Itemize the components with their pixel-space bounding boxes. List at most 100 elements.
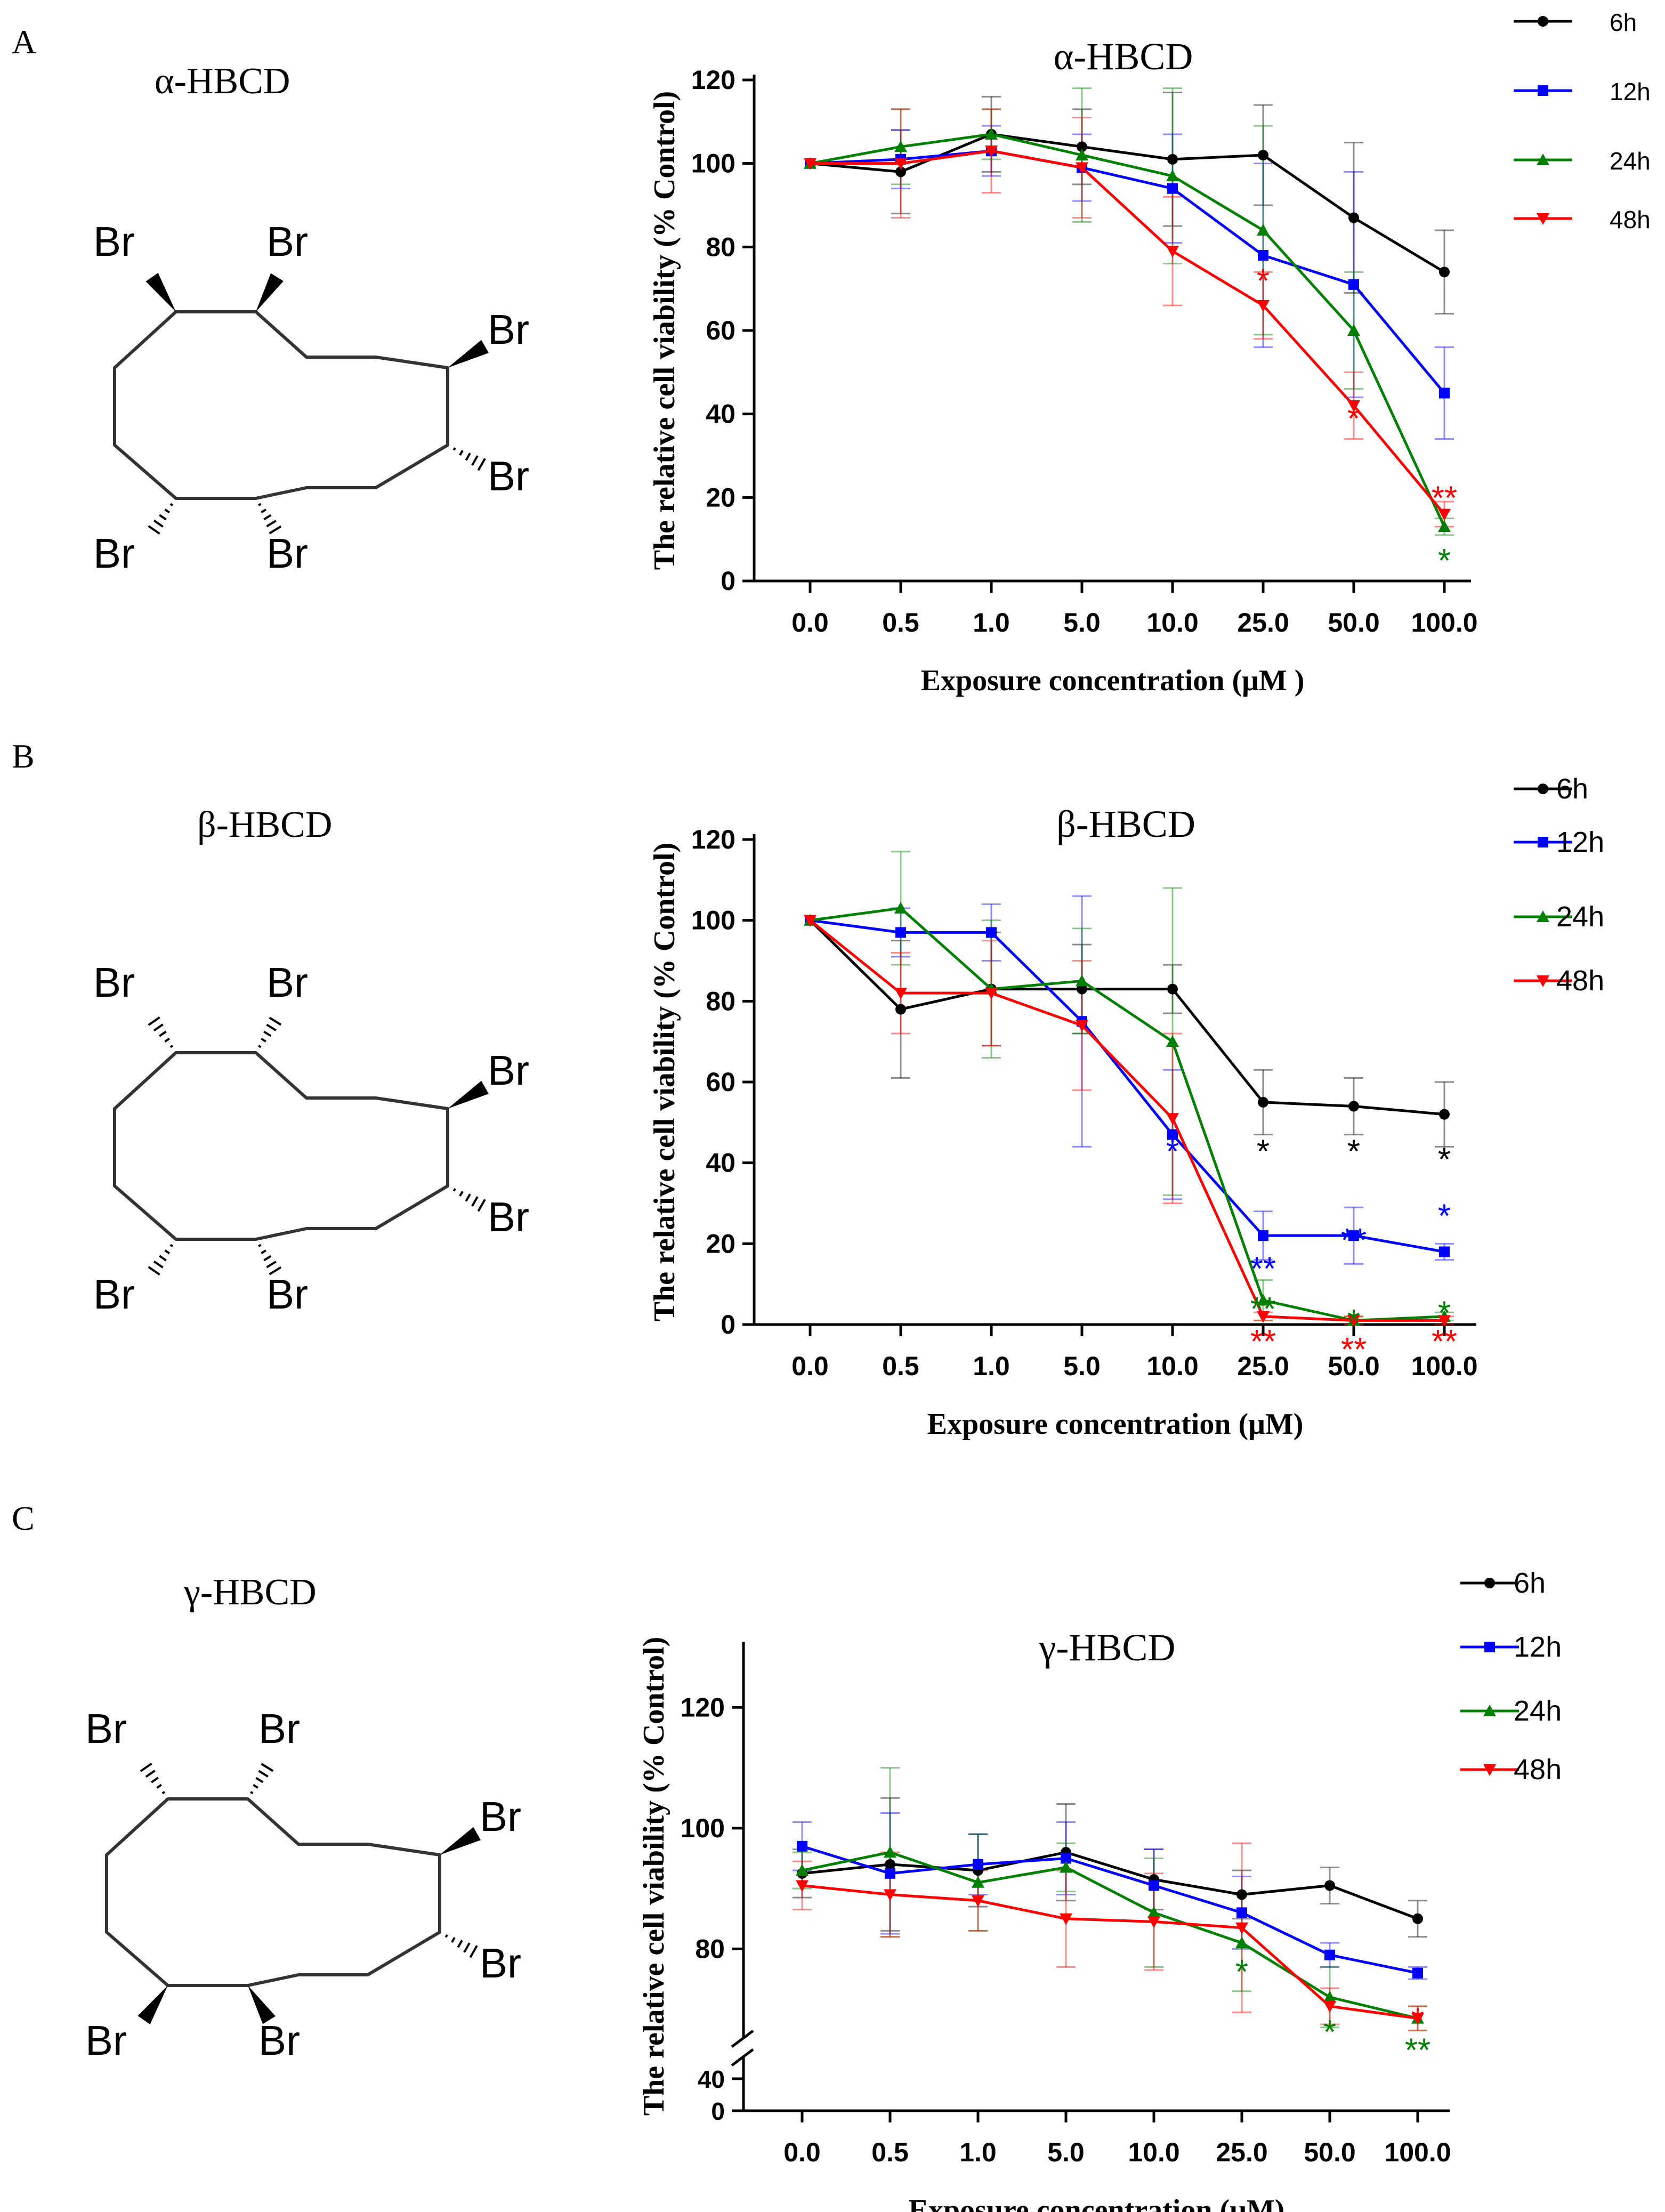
hash-bond (148, 1016, 160, 1026)
y-tick-label: 20 (706, 482, 735, 512)
wedge-bond (440, 1827, 481, 1855)
bromine-atom-label: Br (266, 530, 308, 577)
significance-marker: * (1257, 263, 1270, 300)
data-point-6h (1324, 1880, 1335, 1891)
legend-marker-48h (1537, 975, 1549, 987)
series-line-24h (810, 907, 1445, 1322)
data-point-12h (797, 1840, 807, 1852)
hash-bond (151, 1777, 159, 1783)
ring-bond (113, 1051, 449, 1241)
y-tick-label: 100 (691, 906, 735, 935)
significance-marker: * (1411, 2002, 1424, 2039)
compound-name: γ-HBCD (183, 1572, 317, 1613)
hash-bond (169, 503, 174, 506)
chart-panel-B: 0 20 40 60 80 100 120 0.0 0.5 1.0 5.0 10.0 25.0 50.0 1… (648, 773, 1604, 1441)
x-tick-label: 50.0 (1304, 2137, 1355, 2167)
legend-marker-48h (1483, 1764, 1496, 1776)
hash-bond (164, 508, 170, 514)
hash-bond (471, 1196, 479, 1207)
significance-marker: * (1257, 1133, 1270, 1170)
significance-marker: ** (1250, 1291, 1276, 1328)
hash-bond (266, 520, 277, 528)
legend-marker-24h (1537, 910, 1549, 922)
bromine-atom-label: Br (488, 453, 529, 499)
data-point-6h (1258, 1096, 1268, 1108)
legend-label-48h: 48h (1514, 1754, 1562, 1786)
x-tick-label: 100.0 (1384, 2137, 1451, 2167)
compound-name: β-HBCD (197, 804, 332, 845)
hash-bond (269, 1016, 282, 1026)
data-point-12h (1167, 183, 1178, 194)
hash-bond (153, 519, 164, 528)
hash-bond (145, 1770, 156, 1778)
hash-bond (148, 1266, 160, 1275)
hash-bond (258, 503, 262, 506)
legend-label-24h: 24h (1556, 901, 1604, 933)
y-axis-title: The relative cell viability (% Control) (648, 91, 681, 570)
significance-marker: * (1347, 1133, 1360, 1170)
legend-label-48h: 48h (1556, 965, 1604, 997)
chart-title: β-HBCD (1056, 803, 1195, 845)
data-point-12h (1439, 1246, 1450, 1257)
data-point-24h (1060, 1861, 1072, 1873)
wedge-bond (448, 340, 489, 368)
x-tick-label: 25.0 (1216, 2137, 1267, 2167)
data-point-12h (1348, 1230, 1359, 1241)
data-point-48h (1235, 1922, 1248, 1934)
series-line-6h (810, 133, 1445, 273)
legend-marker-12h (1538, 85, 1548, 96)
wedge-bond (138, 1985, 168, 2024)
bromine-atom-label: Br (93, 1271, 135, 1318)
bromine-atom-label: Br (488, 1047, 529, 1094)
data-point-48h (894, 988, 907, 1000)
x-tick-label: 50.0 (1328, 1351, 1379, 1381)
y-axis-title: The relative cell viability (% Control) (637, 1637, 670, 2116)
data-point-24h (1347, 324, 1360, 336)
y-tick-label: 0 (721, 1310, 735, 1339)
hash-bond (463, 1942, 471, 1953)
legend-label-24h: 24h (1514, 1695, 1562, 1727)
data-point-24h (972, 1876, 984, 1888)
x-tick-label: 5.0 (1063, 1351, 1101, 1381)
wedge-bond (248, 1985, 276, 2024)
series-line-12h (810, 149, 1445, 394)
x-tick-label: 0.0 (791, 608, 829, 637)
legend-marker-24h (1483, 1705, 1496, 1716)
ring-bond (113, 310, 449, 500)
significance-marker: * (1347, 1303, 1360, 1340)
hash-bond (469, 1945, 478, 1958)
data-point-6h (895, 166, 906, 177)
data-point-48h (972, 1895, 984, 1907)
x-tick-label: 5.0 (1063, 608, 1101, 637)
data-point-48h (1147, 1916, 1160, 1928)
hash-bond (477, 458, 486, 471)
panel-label: B (12, 737, 35, 775)
data-point-12h (1149, 1880, 1159, 1891)
series-line-48h (809, 919, 1444, 1322)
panel-label: C (12, 1499, 35, 1537)
hash-bond (266, 1261, 277, 1269)
data-point-48h (1323, 2001, 1336, 2013)
series-line-24h (802, 1851, 1418, 2020)
hash-bond (159, 514, 167, 521)
bromine-atom-label: Br (488, 306, 529, 353)
data-point-12h (986, 927, 997, 938)
series-line-48h (802, 1884, 1418, 2020)
bromine-atom-label: Br (85, 2017, 127, 2064)
legend-marker-6h (1538, 784, 1548, 794)
data-point-48h (1060, 1913, 1072, 1925)
series-line-48h (810, 149, 1445, 515)
legend-label-6h: 6h (1610, 9, 1637, 36)
y-tick-label: 20 (706, 1229, 735, 1258)
hash-bond (159, 1030, 167, 1037)
data-point-6h (1412, 1913, 1423, 1924)
hash-bond (250, 1791, 254, 1795)
wedge-bond (146, 273, 176, 312)
data-point-48h (1438, 1315, 1451, 1327)
chart-title: γ-HBCD (1039, 1626, 1176, 1669)
x-tick-label: 0.5 (871, 2137, 909, 2167)
data-point-24h (1438, 520, 1451, 532)
hash-bond (457, 1940, 463, 1948)
significance-marker: * (1438, 543, 1451, 579)
